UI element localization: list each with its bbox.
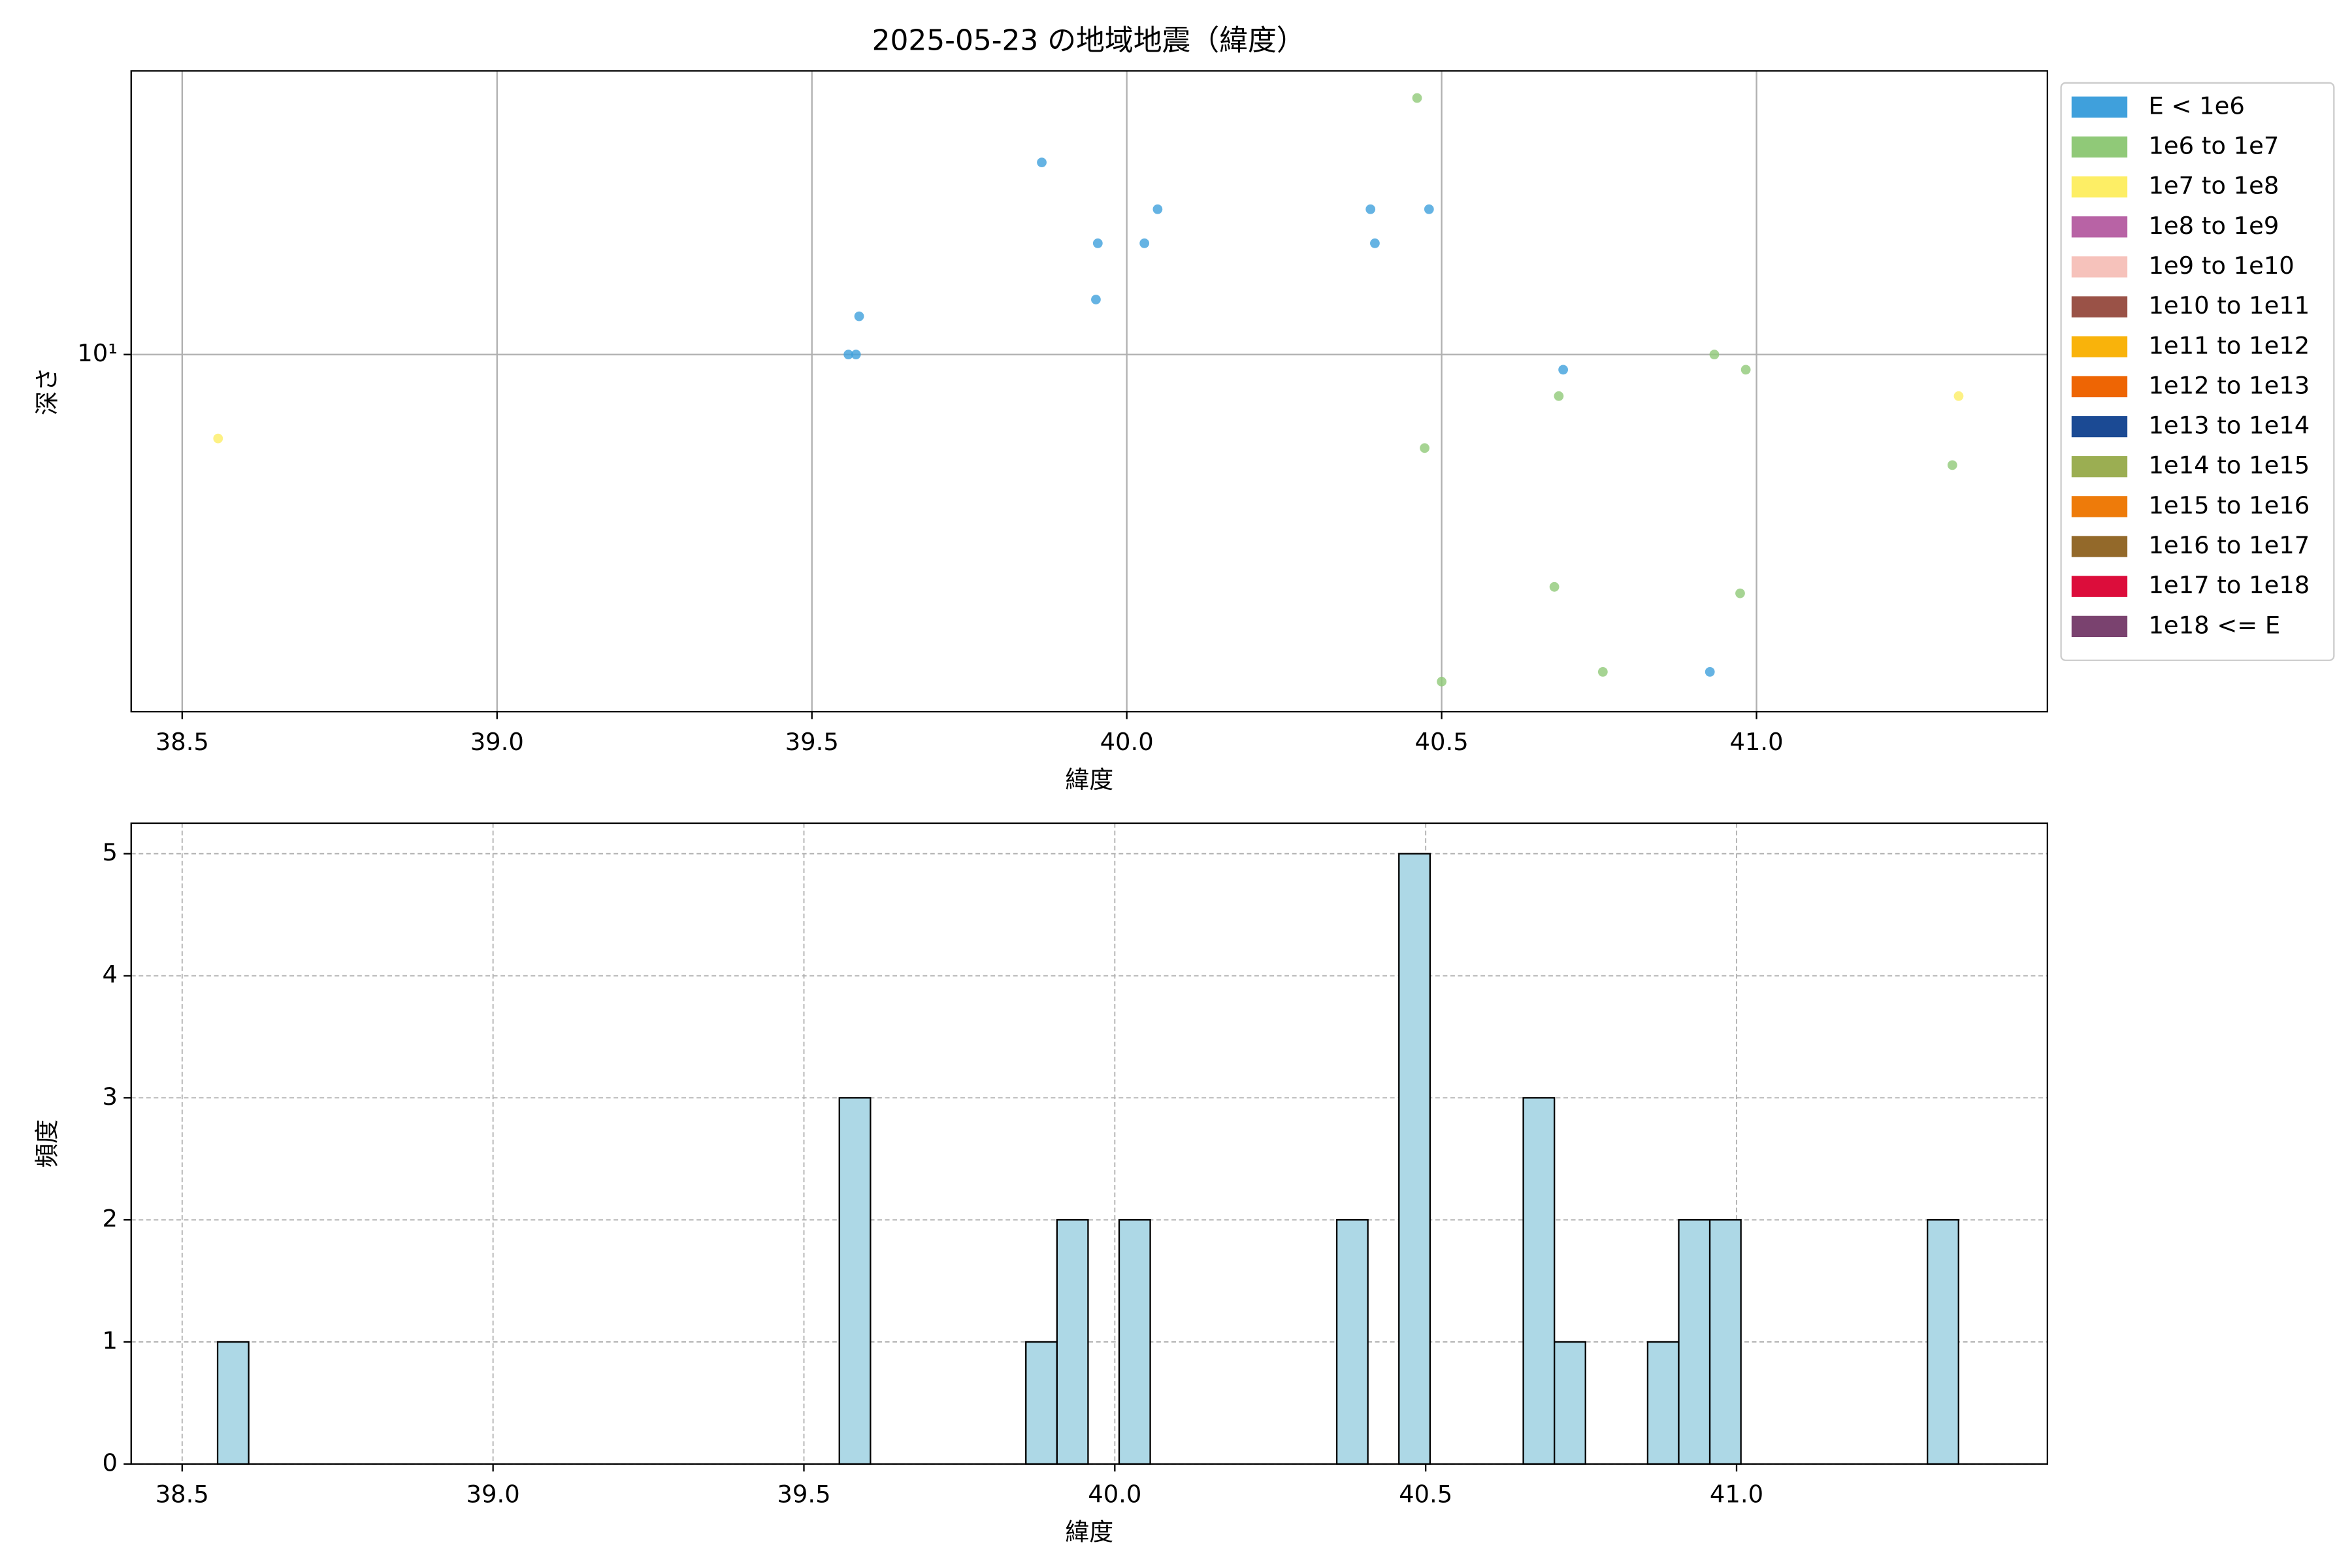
y-axis-label: 頻度	[33, 1119, 61, 1168]
bar	[1927, 1218, 1959, 1465]
point	[1091, 295, 1101, 304]
point	[1370, 238, 1380, 248]
x-tick-label: 39.0	[466, 1480, 520, 1509]
point	[1152, 204, 1163, 214]
legend-swatch	[2071, 576, 2128, 597]
legend-label: 1e8 to 1e9	[2148, 212, 2279, 240]
legend-swatch	[2071, 176, 2128, 198]
bar	[1708, 1218, 1742, 1465]
legend-label: 1e9 to 1e10	[2148, 252, 2294, 280]
bar	[216, 1341, 250, 1465]
legend-label: 1e17 to 1e18	[2148, 571, 2310, 599]
point	[1549, 581, 1560, 592]
x-tick-label: 41.0	[1729, 728, 1783, 756]
bar	[1646, 1341, 1680, 1465]
legend-swatch	[2071, 416, 2128, 438]
x-tick-label: 38.5	[155, 1480, 209, 1509]
point	[1597, 667, 1608, 677]
x-tick-label: 38.5	[155, 728, 209, 756]
point	[854, 311, 864, 321]
point	[1953, 391, 1964, 401]
x-axis-label: 緯度	[1065, 1518, 1113, 1546]
y-tick-label: 0	[103, 1448, 118, 1477]
legend-swatch	[2071, 296, 2128, 318]
x-tick-label: 40.0	[1100, 728, 1154, 756]
legend-swatch	[2071, 496, 2128, 517]
bar	[1335, 1218, 1369, 1465]
bar	[1118, 1218, 1151, 1465]
bar	[1025, 1341, 1058, 1465]
x-tick-label: 41.0	[1710, 1480, 1763, 1509]
y-tick-label: 10¹	[77, 339, 118, 367]
plot-frame	[130, 822, 2048, 1465]
legend-label: 1e10 to 1e11	[2148, 291, 2310, 319]
point	[1424, 204, 1434, 214]
point	[1437, 676, 1446, 687]
x-tick-label: 39.5	[785, 728, 839, 756]
legend-swatch	[2071, 136, 2128, 158]
x-tick-label: 39.0	[470, 728, 524, 756]
y-tick-label: 5	[103, 838, 118, 866]
x-tick-label: 39.5	[777, 1480, 830, 1509]
legend-label: 1e14 to 1e15	[2148, 451, 2310, 480]
legend-swatch	[2071, 615, 2128, 637]
legend-label: 1e18 <= E	[2148, 611, 2280, 639]
plot-frame	[130, 70, 2048, 713]
bar	[1398, 853, 1431, 1465]
legend-swatch	[2071, 336, 2128, 357]
legend-label: E < 1e6	[2148, 91, 2244, 120]
point	[1705, 667, 1715, 677]
legend-label: 1e6 to 1e7	[2148, 132, 2279, 160]
x-tick-label: 40.5	[1399, 1480, 1452, 1509]
legend-label: 1e7 to 1e8	[2148, 172, 2279, 200]
legend-label: 1e15 to 1e16	[2148, 491, 2310, 519]
y-tick-label: 4	[103, 960, 118, 988]
point	[1735, 588, 1745, 598]
bar	[1678, 1218, 1711, 1465]
point	[1947, 460, 1957, 470]
legend-swatch	[2071, 256, 2128, 278]
legend-label: 1e12 to 1e13	[2148, 371, 2310, 399]
point	[1139, 238, 1150, 248]
point	[1412, 93, 1422, 103]
legend-swatch	[2071, 96, 2128, 118]
legend-swatch	[2071, 376, 2128, 398]
x-tick-label: 40.5	[1415, 728, 1469, 756]
point	[1037, 157, 1047, 168]
legend-swatch	[2071, 216, 2128, 238]
bar	[838, 1097, 872, 1465]
point	[843, 350, 854, 360]
legend-label: 1e11 to 1e12	[2148, 331, 2310, 359]
chart-title: 2025-05-23 の地域地震（緯度）	[872, 24, 1305, 57]
y-tick-label: 3	[103, 1083, 118, 1111]
bar	[1554, 1341, 1586, 1465]
legend-label: 1e16 to 1e17	[2148, 531, 2310, 559]
point	[1092, 238, 1103, 248]
point	[1554, 391, 1564, 401]
point	[213, 433, 223, 444]
legend-swatch	[2071, 456, 2128, 478]
point	[1740, 365, 1751, 375]
point	[851, 350, 861, 360]
legend-box	[2060, 82, 2335, 661]
y-axis-label: 深さ	[33, 367, 61, 416]
point	[1558, 365, 1569, 375]
x-axis-label: 緯度	[1065, 766, 1113, 794]
bar	[1522, 1097, 1556, 1465]
x-tick-label: 40.0	[1088, 1480, 1141, 1509]
bar	[1056, 1218, 1089, 1465]
y-tick-label: 1	[103, 1326, 118, 1354]
point	[1365, 204, 1376, 214]
point	[1709, 350, 1720, 360]
legend-swatch	[2071, 536, 2128, 557]
point	[1420, 443, 1429, 453]
legend-label: 1e13 to 1e14	[2148, 412, 2310, 440]
y-tick-label: 2	[103, 1205, 118, 1233]
